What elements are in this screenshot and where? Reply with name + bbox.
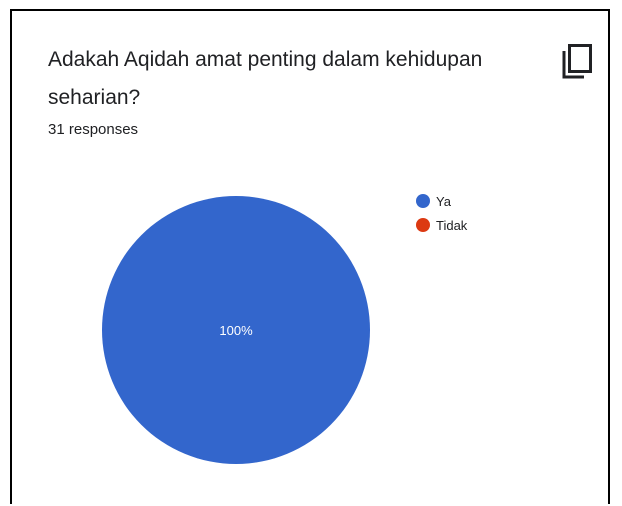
response-summary-card: Adakah Aqidah amat penting dalam kehidup… (10, 9, 610, 504)
question-title: Adakah Aqidah amat penting dalam kehidup… (48, 48, 483, 109)
copy-icon (562, 44, 592, 79)
chart-legend: Ya Tidak (416, 194, 468, 233)
legend-item-ya[interactable]: Ya (416, 194, 452, 209)
pie-chart: 100% Ya Tidak (102, 194, 468, 464)
legend-label-ya: Ya (436, 194, 452, 209)
pie-slice-labels: 100% (219, 323, 253, 338)
legend-label-tidak: Tidak (436, 218, 468, 233)
legend-swatch-ya (416, 194, 430, 208)
pie-slices (102, 196, 370, 464)
legend-swatch-tidak (416, 218, 430, 232)
pie-slice-ya[interactable] (102, 196, 370, 464)
response-count: 31 responses (48, 121, 139, 138)
copy-chart-button[interactable] (560, 43, 594, 81)
slice-label-ya: 100% (219, 323, 253, 338)
legend-item-tidak[interactable]: Tidak (416, 218, 468, 233)
